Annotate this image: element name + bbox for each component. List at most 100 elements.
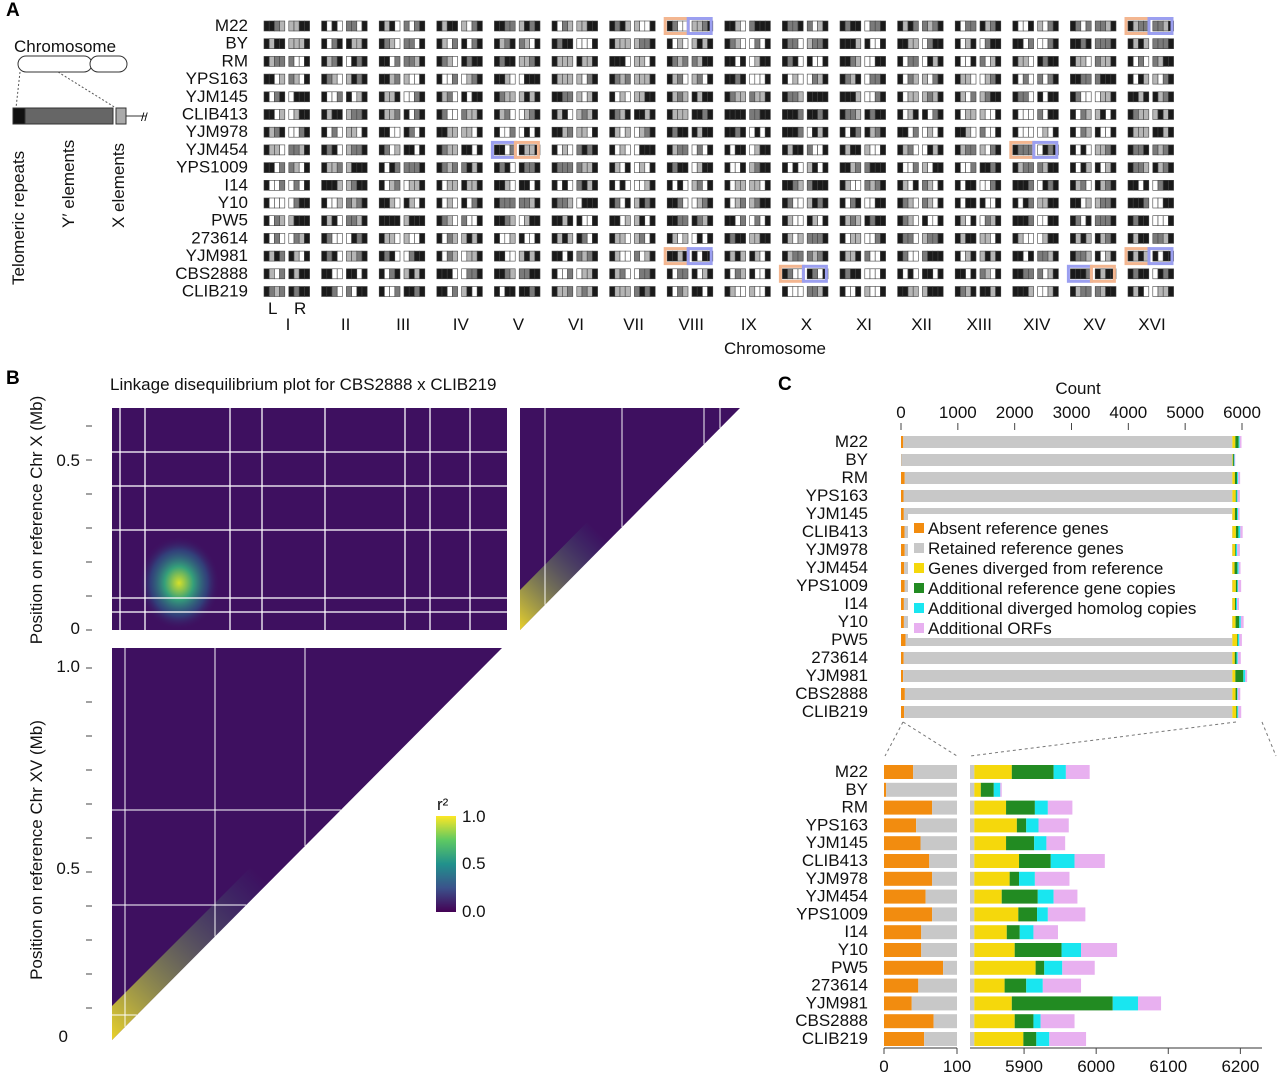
element-block <box>1168 126 1174 138</box>
subtelomere-CBS2888-VIII <box>666 268 714 280</box>
strain-label-RM: RM <box>222 51 248 70</box>
element-block <box>361 91 368 103</box>
subtelomere-PW5-I <box>263 215 310 226</box>
element-block <box>927 233 934 244</box>
element-block <box>682 180 689 191</box>
subtelomere-grid: M22BYRMYPS163YJM145CLIB413YJM978YJM454YP… <box>175 16 1174 301</box>
element-block <box>850 197 856 209</box>
element-block <box>954 180 961 191</box>
strain-label-BY: BY <box>225 34 248 53</box>
element-block <box>274 233 280 244</box>
element-block <box>452 233 458 244</box>
element-block <box>1157 109 1164 120</box>
element-block <box>408 73 415 85</box>
chromosome-label-VI: VI <box>568 315 584 334</box>
element-block <box>326 91 333 103</box>
element-block <box>1037 197 1044 209</box>
element-block <box>907 126 914 138</box>
bar-M22-0 <box>901 436 904 448</box>
subtelomere-M22-VI <box>551 20 598 32</box>
element-block <box>759 20 766 32</box>
subtelomere-YPS163-I <box>263 73 310 85</box>
element-block <box>446 215 453 226</box>
highlight-right-M22-VIII <box>686 17 713 35</box>
element-block <box>672 162 678 173</box>
zoom-tick-right-5900: 5900 <box>1005 1057 1043 1076</box>
element-block <box>839 56 846 67</box>
subtelomere-YJM454-VIII <box>666 144 714 156</box>
element-block <box>797 38 804 50</box>
element-block <box>518 144 525 156</box>
zoom-bar-retained-right-CBS2888 <box>970 1014 975 1029</box>
element-block <box>509 286 516 297</box>
element-block <box>782 91 788 103</box>
element-block <box>869 56 876 67</box>
bar-CBS2888-4 <box>1237 688 1238 700</box>
element-block <box>529 286 536 297</box>
element-block <box>378 91 385 103</box>
subtelomere-Y10-VII <box>609 197 656 209</box>
subtelomere-YJM978-XIV <box>1012 126 1059 138</box>
element-block <box>408 215 415 226</box>
element-block <box>864 286 871 297</box>
element-block <box>293 250 300 262</box>
subtelomere-CBS2888-XIV <box>1012 268 1059 280</box>
element-block <box>749 162 756 173</box>
element-block <box>787 250 794 262</box>
element-block <box>446 286 453 297</box>
element-block <box>1152 233 1159 244</box>
element-block <box>321 20 328 32</box>
element-block <box>1080 250 1087 262</box>
zoom-strain-label-YJM454: YJM454 <box>806 887 868 906</box>
element-block <box>1162 250 1169 262</box>
element-block <box>361 286 368 297</box>
element-block <box>331 268 338 280</box>
subtelomere-273614-XIII <box>954 233 1002 244</box>
element-block <box>754 144 761 156</box>
element-block <box>844 91 851 103</box>
element-block <box>1132 109 1139 120</box>
subtelomere-RM-VIII <box>666 56 714 67</box>
element-block <box>1143 233 1150 244</box>
element-block <box>844 268 851 280</box>
element-block <box>724 126 731 138</box>
element-block <box>1028 233 1034 244</box>
element-block <box>586 162 593 173</box>
element-block <box>1132 215 1139 226</box>
element-block <box>389 20 396 32</box>
element-block <box>995 268 1002 280</box>
element-block <box>471 233 478 244</box>
element-block <box>970 250 977 262</box>
element-block <box>494 126 500 138</box>
element-block <box>644 268 651 280</box>
element-block <box>855 162 862 173</box>
element-block <box>1110 109 1117 120</box>
element-block <box>682 215 689 226</box>
element-block <box>707 38 714 50</box>
element-block <box>293 197 300 209</box>
element-block <box>494 250 500 262</box>
element-block <box>394 233 401 244</box>
element-block <box>288 197 295 209</box>
element-block <box>1052 73 1059 85</box>
element-block <box>932 109 939 120</box>
element-block <box>1047 250 1054 262</box>
element-block <box>518 56 525 67</box>
element-block <box>817 126 824 138</box>
element-block <box>787 73 794 85</box>
element-block <box>576 109 583 120</box>
element-block <box>850 56 856 67</box>
element-block <box>1028 180 1034 191</box>
element-block <box>682 56 689 67</box>
element-block <box>927 180 934 191</box>
element-block <box>1157 20 1164 32</box>
element-block <box>1052 20 1059 32</box>
element-block <box>1042 162 1049 173</box>
element-block <box>494 20 500 32</box>
element-block <box>452 73 458 85</box>
element-block <box>476 162 483 173</box>
element-block <box>592 233 598 244</box>
element-block <box>844 38 851 50</box>
element-block <box>839 286 846 297</box>
element-block <box>576 91 583 103</box>
